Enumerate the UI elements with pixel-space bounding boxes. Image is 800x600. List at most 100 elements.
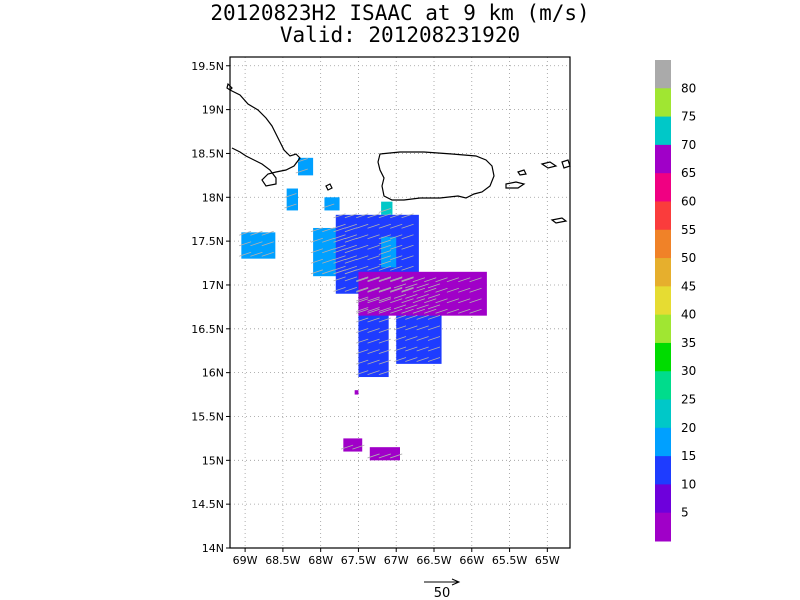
wind-vector bbox=[378, 250, 392, 255]
wind-vector bbox=[390, 308, 403, 314]
wind-vector bbox=[390, 213, 403, 219]
wind-vector bbox=[390, 223, 403, 229]
wind-vector bbox=[367, 370, 380, 376]
wind-vector bbox=[344, 234, 358, 240]
wind-vector bbox=[435, 277, 448, 283]
wind-vector bbox=[405, 293, 418, 299]
wind-vector bbox=[238, 230, 252, 236]
wind-vector bbox=[378, 317, 392, 323]
wind-vector bbox=[427, 346, 441, 352]
wind-vector bbox=[322, 227, 335, 233]
x-tick-label: 68W bbox=[308, 554, 333, 567]
wind-vector bbox=[390, 234, 403, 240]
colorbar-label: 70 bbox=[681, 138, 696, 152]
wind-vector bbox=[367, 338, 380, 344]
colorbar-label: 25 bbox=[681, 393, 696, 407]
wind-vector bbox=[356, 338, 369, 344]
colorbar-swatch bbox=[655, 116, 671, 146]
wind-vector bbox=[333, 265, 346, 271]
wind-vector bbox=[284, 193, 297, 198]
wind-vector bbox=[310, 237, 324, 243]
wind-vector bbox=[469, 287, 482, 293]
wind-vector bbox=[378, 286, 392, 292]
colorbar-swatch bbox=[655, 60, 671, 89]
wind-vector bbox=[412, 308, 426, 314]
wind-vector bbox=[378, 370, 392, 376]
wind-vector bbox=[401, 286, 414, 292]
wind-vector bbox=[458, 308, 471, 314]
wind-vector bbox=[367, 277, 380, 283]
wind-vector bbox=[367, 453, 380, 459]
wind-vector bbox=[356, 223, 369, 229]
wind-vector bbox=[356, 286, 369, 292]
wind-vector bbox=[344, 265, 358, 271]
wind-vector bbox=[390, 255, 403, 261]
wind-vector bbox=[356, 308, 369, 314]
wind-region bbox=[298, 157, 314, 176]
colorbar-label: 75 bbox=[681, 110, 696, 124]
wind-vector bbox=[344, 258, 358, 264]
wind-vector bbox=[378, 244, 392, 250]
wind-vector bbox=[401, 265, 414, 271]
wind-vector bbox=[344, 276, 358, 282]
wind-vector bbox=[356, 234, 369, 240]
wind-vector bbox=[378, 208, 392, 213]
y-tick-label: 17N bbox=[202, 279, 224, 292]
x-tick-label: 66.5W bbox=[416, 554, 451, 567]
y-tick-label: 15N bbox=[202, 454, 224, 467]
colorbar-label: 20 bbox=[681, 421, 696, 435]
colorbar-swatch bbox=[655, 144, 671, 174]
colorbar-label: 80 bbox=[681, 81, 696, 95]
wind-vector bbox=[333, 234, 346, 240]
y-tick-label: 14N bbox=[202, 542, 224, 555]
wind-vector bbox=[344, 248, 358, 254]
wind-vector bbox=[344, 244, 358, 250]
x-tick-label: 66W bbox=[459, 554, 484, 567]
x-tick-label: 65W bbox=[535, 554, 560, 567]
st-croix-coastline bbox=[550, 217, 568, 224]
wind-vector bbox=[416, 293, 429, 299]
coastlines bbox=[226, 82, 571, 224]
x-tick-label: 65.5W bbox=[492, 554, 527, 567]
virgin-islands-coastline-1 bbox=[540, 161, 558, 169]
colorbar-label: 60 bbox=[681, 194, 696, 208]
wind-vector bbox=[401, 244, 414, 250]
colorbar-label: 10 bbox=[681, 477, 696, 491]
wind-vector bbox=[344, 286, 358, 292]
hispaniola-coastline bbox=[229, 89, 301, 187]
wind-vector bbox=[393, 283, 407, 289]
wind-vector bbox=[458, 298, 471, 304]
wind-vector bbox=[446, 277, 460, 283]
wind-vector bbox=[378, 213, 392, 219]
wind-vector bbox=[367, 244, 380, 250]
wind-vector bbox=[416, 357, 429, 362]
colorbar-label: 50 bbox=[681, 251, 696, 265]
wind-vector bbox=[424, 287, 437, 293]
wind-vector bbox=[367, 308, 380, 314]
wind-vector bbox=[295, 168, 308, 174]
colorbar-label: 65 bbox=[681, 166, 696, 180]
wind-vector bbox=[352, 444, 365, 450]
wind-vector bbox=[424, 277, 437, 283]
wind-vector bbox=[356, 287, 369, 293]
wind-region bbox=[324, 197, 340, 211]
wind-vector bbox=[424, 308, 437, 314]
wind-vector bbox=[401, 298, 414, 304]
reference-arrowhead bbox=[451, 578, 461, 586]
wind-vector bbox=[344, 269, 358, 275]
wind-vector bbox=[356, 265, 369, 271]
wind-vector bbox=[393, 315, 407, 320]
wind-vector bbox=[261, 230, 274, 236]
wind-vector bbox=[401, 234, 414, 240]
wind-vector bbox=[333, 227, 346, 233]
wind-vector bbox=[333, 258, 346, 264]
wind-vector bbox=[310, 269, 324, 275]
wind-vector bbox=[356, 359, 369, 365]
wind-vector bbox=[390, 298, 403, 304]
wind-vector bbox=[390, 244, 403, 250]
wind-region bbox=[381, 201, 393, 215]
wind-vector bbox=[367, 307, 380, 312]
colorbar-label: 5 bbox=[681, 506, 689, 520]
wind-vector bbox=[367, 359, 380, 365]
wind-vector bbox=[412, 298, 426, 304]
